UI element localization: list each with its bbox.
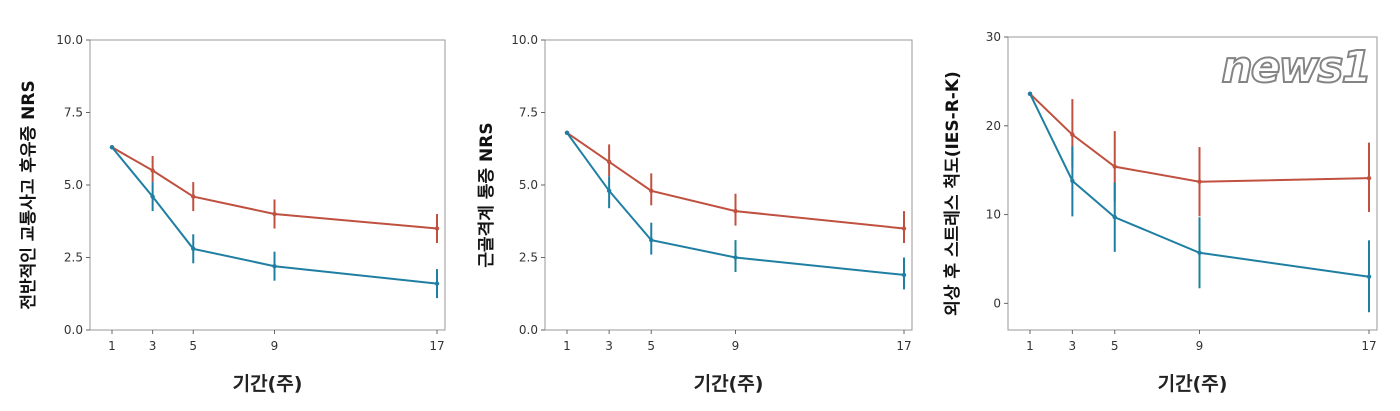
data-point (1197, 250, 1202, 255)
y-tick-label: 20 (986, 119, 1001, 133)
data-point (1070, 178, 1075, 184)
data-point (606, 188, 612, 193)
data-point (1197, 179, 1202, 184)
data-point (1070, 132, 1075, 137)
data-point (109, 145, 115, 150)
x-tick-label: 3 (605, 339, 613, 353)
x-axis-label: 기간(주) (1158, 373, 1228, 395)
y-tick-label: 30 (986, 30, 1001, 44)
chart-3: 0 10 20 30 1 3 5 9 17 기간(주) 외상 후 스트레스 척도(IES-R-K) (942, 30, 1378, 395)
y-tick-label: 5.0 (64, 178, 83, 192)
data-point (564, 130, 570, 135)
x-axis-label: 기간(주) (233, 373, 303, 395)
data-point (733, 255, 738, 260)
data-point (901, 272, 907, 278)
x-axis-label: 기간(주) (694, 373, 764, 395)
news1-watermark-logo: news1 (1220, 42, 1373, 93)
plot-frame (544, 39, 913, 331)
x-tick-label: 3 (1069, 339, 1077, 353)
x-tick-label: 1 (108, 339, 116, 353)
x-tick-label: 17 (1361, 339, 1376, 353)
data-point (150, 168, 155, 173)
data-point (649, 237, 654, 243)
data-point (606, 159, 612, 164)
y-tick-label: 5.0 (519, 178, 538, 192)
y-axis-label: 근골격계 통증 NRS (477, 122, 497, 267)
data-point (1112, 215, 1117, 220)
data-point (434, 281, 440, 286)
plot-frame (1007, 36, 1378, 331)
y-tick-label: 2.5 (519, 251, 538, 265)
data-point (733, 208, 738, 214)
x-tick-label: 3 (149, 339, 157, 353)
y-tick-label: 10.0 (56, 33, 83, 47)
data-point (272, 264, 277, 269)
data-point (272, 211, 277, 217)
x-tick-label: 5 (1111, 339, 1119, 353)
chart-1: 0.0 2.5 5.0 7.5 10.0 1 3 5 9 17 기간(주) 전반적인 교통사고 후유증… (18, 33, 446, 395)
data-point (191, 246, 196, 251)
x-tick-label: 9 (1196, 339, 1204, 353)
y-tick-label: 7.5 (519, 106, 538, 120)
x-tick-label: 17 (896, 339, 911, 353)
data-point (1027, 91, 1033, 97)
data-point (1366, 175, 1372, 181)
x-tick-label: 1 (1026, 339, 1034, 353)
data-point (649, 188, 654, 193)
y-axis-label: 외상 후 스트레스 척도(IES-R-K) (942, 71, 963, 316)
y-tick-label: 10.0 (511, 33, 538, 47)
y-axis-label: 전반적인 교통사고 후유증 NRS (18, 80, 39, 309)
chart-2: 0.0 2.5 5.0 7.5 10.0 1 3 5 9 17 기간(주) 근골격계 통증 NRS (477, 33, 913, 395)
data-point (150, 194, 155, 199)
y-tick-label: 2.5 (64, 251, 83, 265)
x-tick-label: 17 (429, 339, 444, 353)
x-tick-label: 1 (563, 339, 571, 353)
y-tick-label: 10 (986, 208, 1001, 222)
y-tick-label: 0.0 (64, 323, 83, 337)
x-tick-label: 5 (189, 339, 197, 353)
data-point (901, 226, 907, 231)
x-tick-label: 5 (647, 339, 655, 353)
y-tick-label: 7.5 (64, 106, 83, 120)
data-point (1366, 274, 1372, 279)
y-tick-label: 0 (993, 296, 1001, 310)
x-tick-label: 9 (732, 339, 740, 353)
y-tick-label: 0.0 (519, 323, 538, 337)
data-point (1112, 164, 1117, 169)
x-tick-label: 9 (271, 339, 279, 353)
data-point (434, 226, 440, 231)
data-point (191, 194, 196, 199)
